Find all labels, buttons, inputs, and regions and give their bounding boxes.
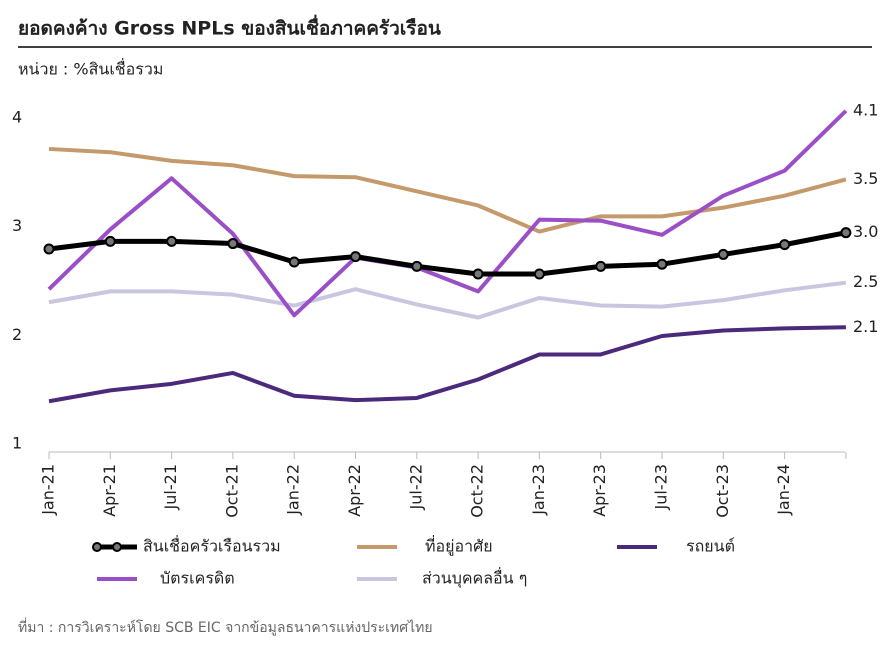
series-marker (350, 251, 361, 263)
source-note: ที่มา : การวิเคราะห์โดย SCB EIC จากข้อมู… (18, 618, 433, 636)
x-tick-label: Jan-22 (284, 464, 303, 516)
series-line (47, 109, 848, 318)
series-line (48, 146, 847, 234)
legend-label: สินเชื่อครัวเรือนรวม (143, 535, 281, 556)
x-tick-label: Jul-23 (652, 464, 671, 510)
x-tick-label: Apr-21 (100, 464, 119, 517)
end-value-label: 3.0 (853, 222, 878, 241)
series-marker (411, 260, 423, 272)
series-marker (43, 243, 55, 255)
x-tick-label: Jan-23 (529, 464, 548, 516)
end-value-label: 2.5 (853, 272, 878, 291)
legend-label: ที่อยู่อาศัย (425, 535, 493, 557)
x-tick-label: Oct-23 (713, 464, 732, 518)
x-tick-label: Jan-24 (774, 464, 793, 516)
series-line (48, 325, 846, 404)
series-marker (840, 227, 852, 239)
y-tick-label: 4 (12, 107, 22, 126)
x-tick-label: Apr-22 (345, 464, 364, 517)
unit-label: หน่วย : %สินเชื่อรวม (18, 58, 163, 79)
end-value-label: 4.1 (853, 100, 878, 119)
x-tick-label: Jan-21 (39, 464, 58, 516)
x-tick-label: Jul-22 (406, 464, 425, 510)
series-marker (104, 235, 116, 247)
series-marker (595, 260, 607, 272)
series-marker (472, 268, 484, 280)
legend-label: บัตรเครดิต (160, 569, 235, 588)
x-tick-label: Jul-21 (161, 464, 180, 510)
y-tick-label: 2 (12, 325, 22, 344)
series-marker (656, 258, 668, 270)
series-line (48, 230, 847, 277)
series-marker (533, 268, 545, 280)
series-marker (779, 239, 791, 251)
series-line (48, 280, 847, 320)
series-marker (288, 256, 300, 268)
y-tick-label: 1 (12, 434, 22, 453)
x-tick-label: Oct-21 (222, 464, 241, 518)
x-tick-label: Apr-23 (590, 464, 609, 517)
x-tick-label: Oct-22 (468, 464, 487, 518)
y-tick-label: 3 (12, 216, 22, 235)
series-marker (717, 248, 729, 260)
end-value-label: 2.1 (853, 317, 878, 336)
end-value-label: 3.5 (853, 169, 878, 188)
series-marker (227, 238, 239, 250)
chart-title: ยอดคงค้าง Gross NPLs ของสินเชื่อภาคครัวเ… (18, 15, 441, 40)
legend-label: รถยนต์ (686, 537, 735, 556)
legend-label: ส่วนบุคคลอื่น ๆ (422, 567, 527, 589)
series-marker (166, 235, 178, 247)
legend-marker (112, 542, 122, 552)
legend-marker (92, 542, 102, 552)
